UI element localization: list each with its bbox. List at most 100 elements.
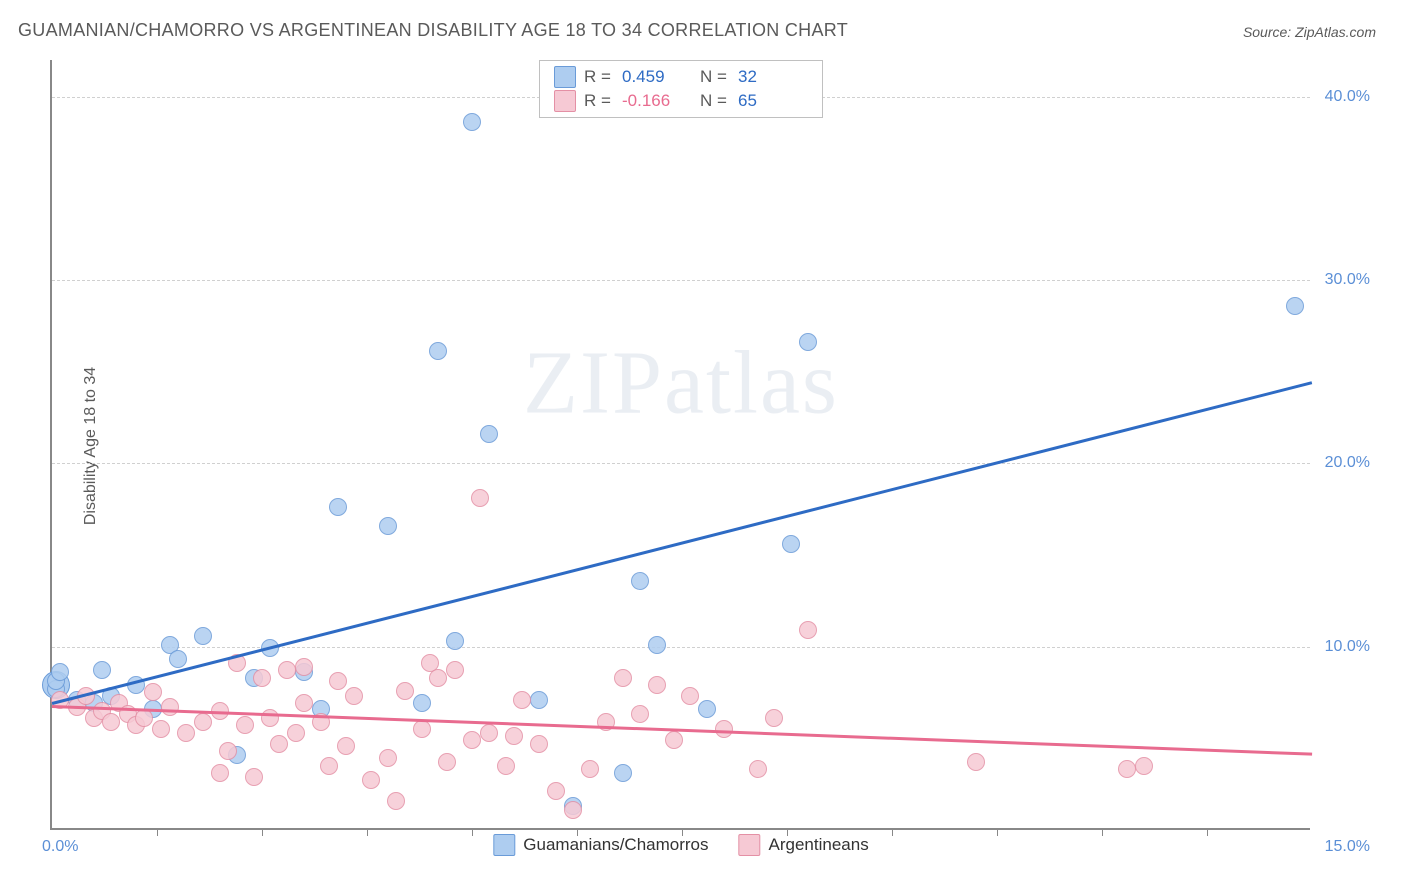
x-tick — [1207, 828, 1208, 836]
legend-swatch — [493, 834, 515, 856]
legend-r-label: R = — [584, 67, 614, 87]
data-point — [102, 713, 120, 731]
x-tick — [997, 828, 998, 836]
data-point — [194, 713, 212, 731]
legend-r-value: 0.459 — [622, 67, 692, 87]
data-point — [270, 735, 288, 753]
data-point — [161, 698, 179, 716]
legend-label: Guamanians/Chamorros — [523, 835, 708, 855]
legend-swatch — [554, 90, 576, 112]
y-tick-label: 20.0% — [1325, 454, 1370, 472]
y-tick-label: 30.0% — [1325, 271, 1370, 289]
trend-line — [52, 381, 1313, 704]
data-point — [631, 705, 649, 723]
data-point — [429, 342, 447, 360]
data-point — [648, 676, 666, 694]
data-point — [194, 627, 212, 645]
data-point — [429, 669, 447, 687]
legend-label: Argentineans — [769, 835, 869, 855]
data-point — [287, 724, 305, 742]
data-point — [463, 113, 481, 131]
data-point — [463, 731, 481, 749]
legend-correlation: R =0.459N =32R =-0.166N =65 — [539, 60, 823, 118]
data-point — [295, 658, 313, 676]
legend-r-label: R = — [584, 91, 614, 111]
data-point — [614, 669, 632, 687]
data-point — [698, 700, 716, 718]
watermark: ZIPatlas — [523, 331, 839, 434]
data-point — [278, 661, 296, 679]
data-point — [547, 782, 565, 800]
x-tick — [892, 828, 893, 836]
data-point — [211, 764, 229, 782]
gridline — [52, 280, 1310, 281]
data-point — [480, 724, 498, 742]
data-point — [715, 720, 733, 738]
data-point — [799, 621, 817, 639]
data-point — [387, 792, 405, 810]
legend-row: R =-0.166N =65 — [554, 89, 808, 113]
data-point — [93, 661, 111, 679]
x-tick — [577, 828, 578, 836]
data-point — [681, 687, 699, 705]
plot-area: ZIPatlas R =0.459N =32R =-0.166N =65 0.0… — [50, 60, 1310, 830]
data-point — [782, 535, 800, 553]
x-tick — [787, 828, 788, 836]
data-point — [51, 663, 69, 681]
data-point — [379, 749, 397, 767]
data-point — [253, 669, 271, 687]
data-point — [749, 760, 767, 778]
data-point — [261, 709, 279, 727]
data-point — [236, 716, 254, 734]
data-point — [362, 771, 380, 789]
data-point — [446, 632, 464, 650]
legend-row: R =0.459N =32 — [554, 65, 808, 89]
data-point — [152, 720, 170, 738]
chart-title: GUAMANIAN/CHAMORRO VS ARGENTINEAN DISABI… — [18, 20, 848, 41]
legend-item: Guamanians/Chamorros — [493, 834, 708, 856]
data-point — [765, 709, 783, 727]
data-point — [438, 753, 456, 771]
data-point — [1135, 757, 1153, 775]
data-point — [177, 724, 195, 742]
data-point — [631, 572, 649, 590]
data-point — [413, 694, 431, 712]
x-tick — [472, 828, 473, 836]
data-point — [513, 691, 531, 709]
legend-series: Guamanians/Chamorros Argentineans — [493, 834, 868, 856]
legend-swatch — [554, 66, 576, 88]
data-point — [446, 661, 464, 679]
x-tick — [682, 828, 683, 836]
legend-n-label: N = — [700, 67, 730, 87]
data-point — [530, 691, 548, 709]
gridline — [52, 647, 1310, 648]
legend-n-label: N = — [700, 91, 730, 111]
data-point — [345, 687, 363, 705]
data-point — [337, 737, 355, 755]
data-point — [505, 727, 523, 745]
data-point — [581, 760, 599, 778]
legend-swatch — [739, 834, 761, 856]
x-tick-max: 15.0% — [1325, 838, 1370, 856]
data-point — [497, 757, 515, 775]
x-tick — [262, 828, 263, 836]
data-point — [329, 498, 347, 516]
data-point — [169, 650, 187, 668]
data-point — [799, 333, 817, 351]
x-tick — [157, 828, 158, 836]
data-point — [245, 768, 263, 786]
x-tick — [367, 828, 368, 836]
data-point — [396, 682, 414, 700]
source-label: Source: ZipAtlas.com — [1243, 24, 1376, 40]
gridline — [52, 463, 1310, 464]
x-tick — [1102, 828, 1103, 836]
data-point — [135, 709, 153, 727]
data-point — [967, 753, 985, 771]
data-point — [329, 672, 347, 690]
data-point — [471, 489, 489, 507]
legend-item: Argentineans — [739, 834, 869, 856]
data-point — [665, 731, 683, 749]
data-point — [530, 735, 548, 753]
data-point — [413, 720, 431, 738]
data-point — [564, 801, 582, 819]
